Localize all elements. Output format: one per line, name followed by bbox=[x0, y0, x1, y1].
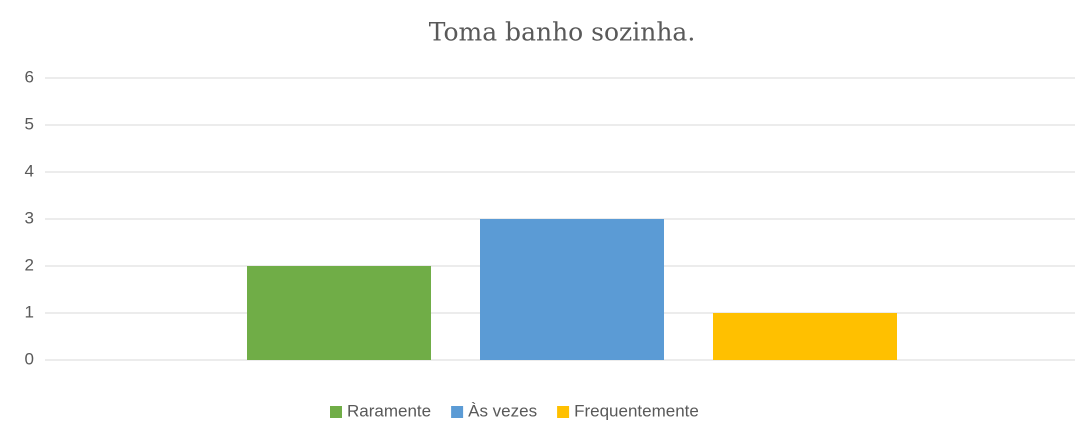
legend-swatch bbox=[557, 406, 570, 418]
legend-label: Frequentemente bbox=[574, 401, 699, 420]
bar bbox=[480, 219, 664, 360]
chart-title: Toma banho sozinha. bbox=[429, 18, 696, 47]
y-tick-label: 2 bbox=[25, 255, 34, 274]
bar bbox=[713, 313, 897, 360]
y-tick-label: 5 bbox=[25, 114, 34, 133]
legend-swatch bbox=[451, 406, 464, 418]
legend-swatch bbox=[330, 406, 342, 418]
y-tick-label: 4 bbox=[25, 161, 34, 180]
y-tick-label: 1 bbox=[25, 302, 34, 321]
legend-label: Às vezes bbox=[468, 401, 537, 420]
legend-label: Raramente bbox=[347, 401, 431, 420]
bar bbox=[247, 266, 431, 360]
y-tick-label: 3 bbox=[25, 208, 34, 227]
y-tick-label: 0 bbox=[25, 349, 34, 368]
y-tick-label: 6 bbox=[25, 67, 34, 86]
